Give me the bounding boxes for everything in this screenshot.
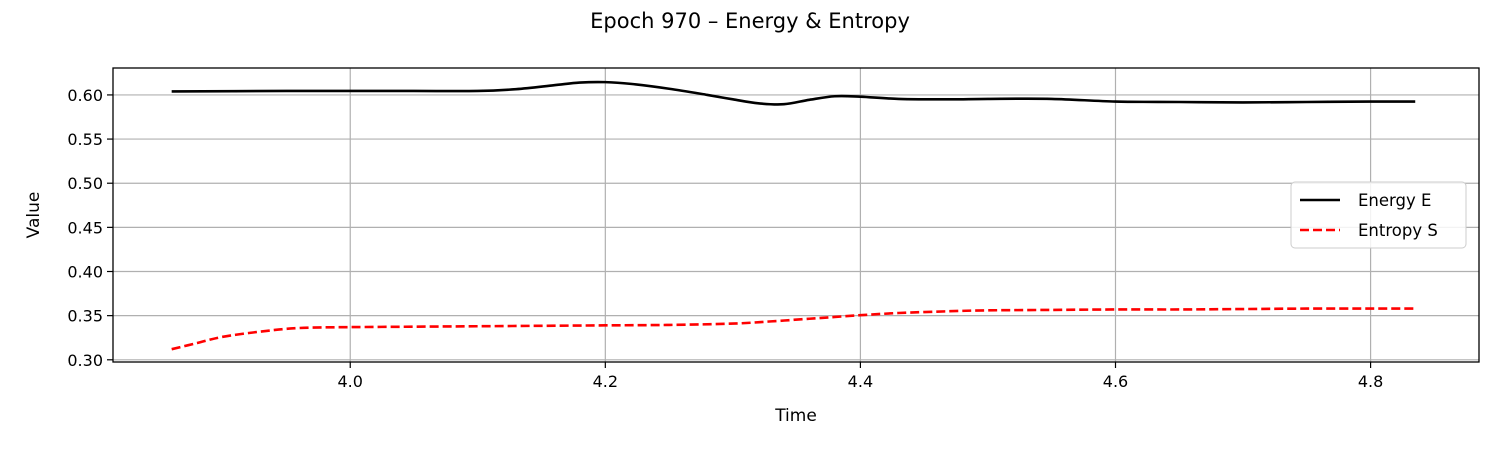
x-axis-label: Time	[774, 406, 817, 426]
y-axis: 0.30 0.35 0.40 0.45 0.50 0.55 0.60	[67, 86, 113, 370]
y-tick-label: 0.40	[67, 263, 103, 282]
y-tick-label: 0.35	[67, 307, 103, 326]
y-tick-label: 0.55	[67, 130, 103, 149]
legend-box	[1290, 181, 1467, 249]
legend: Energy E Entropy S	[1290, 181, 1467, 249]
y-axis-label: Value	[24, 192, 44, 239]
x-tick-label: 4.6	[1103, 372, 1128, 391]
series-layer	[171, 80, 1416, 351]
plot-frame	[112, 67, 1480, 363]
grid	[113, 68, 1479, 362]
y-tick-label: 0.45	[67, 218, 103, 237]
y-tick-label: 0.60	[67, 86, 103, 105]
series-line-energy-e	[171, 80, 1416, 106]
legend-label: Entropy S	[1358, 221, 1438, 240]
chart-title: Epoch 970 – Energy & Entropy	[590, 9, 910, 33]
x-tick-label: 4.8	[1358, 372, 1383, 391]
series-line-entropy-s	[171, 307, 1416, 351]
x-tick-label: 4.0	[338, 372, 363, 391]
x-axis: 4.0 4.2 4.4 4.6 4.8	[338, 362, 1383, 391]
x-tick-label: 4.2	[593, 372, 618, 391]
x-tick-label: 4.4	[848, 372, 873, 391]
y-tick-label: 0.30	[67, 351, 103, 370]
y-tick-label: 0.50	[67, 174, 103, 193]
legend-label: Energy E	[1358, 191, 1431, 210]
